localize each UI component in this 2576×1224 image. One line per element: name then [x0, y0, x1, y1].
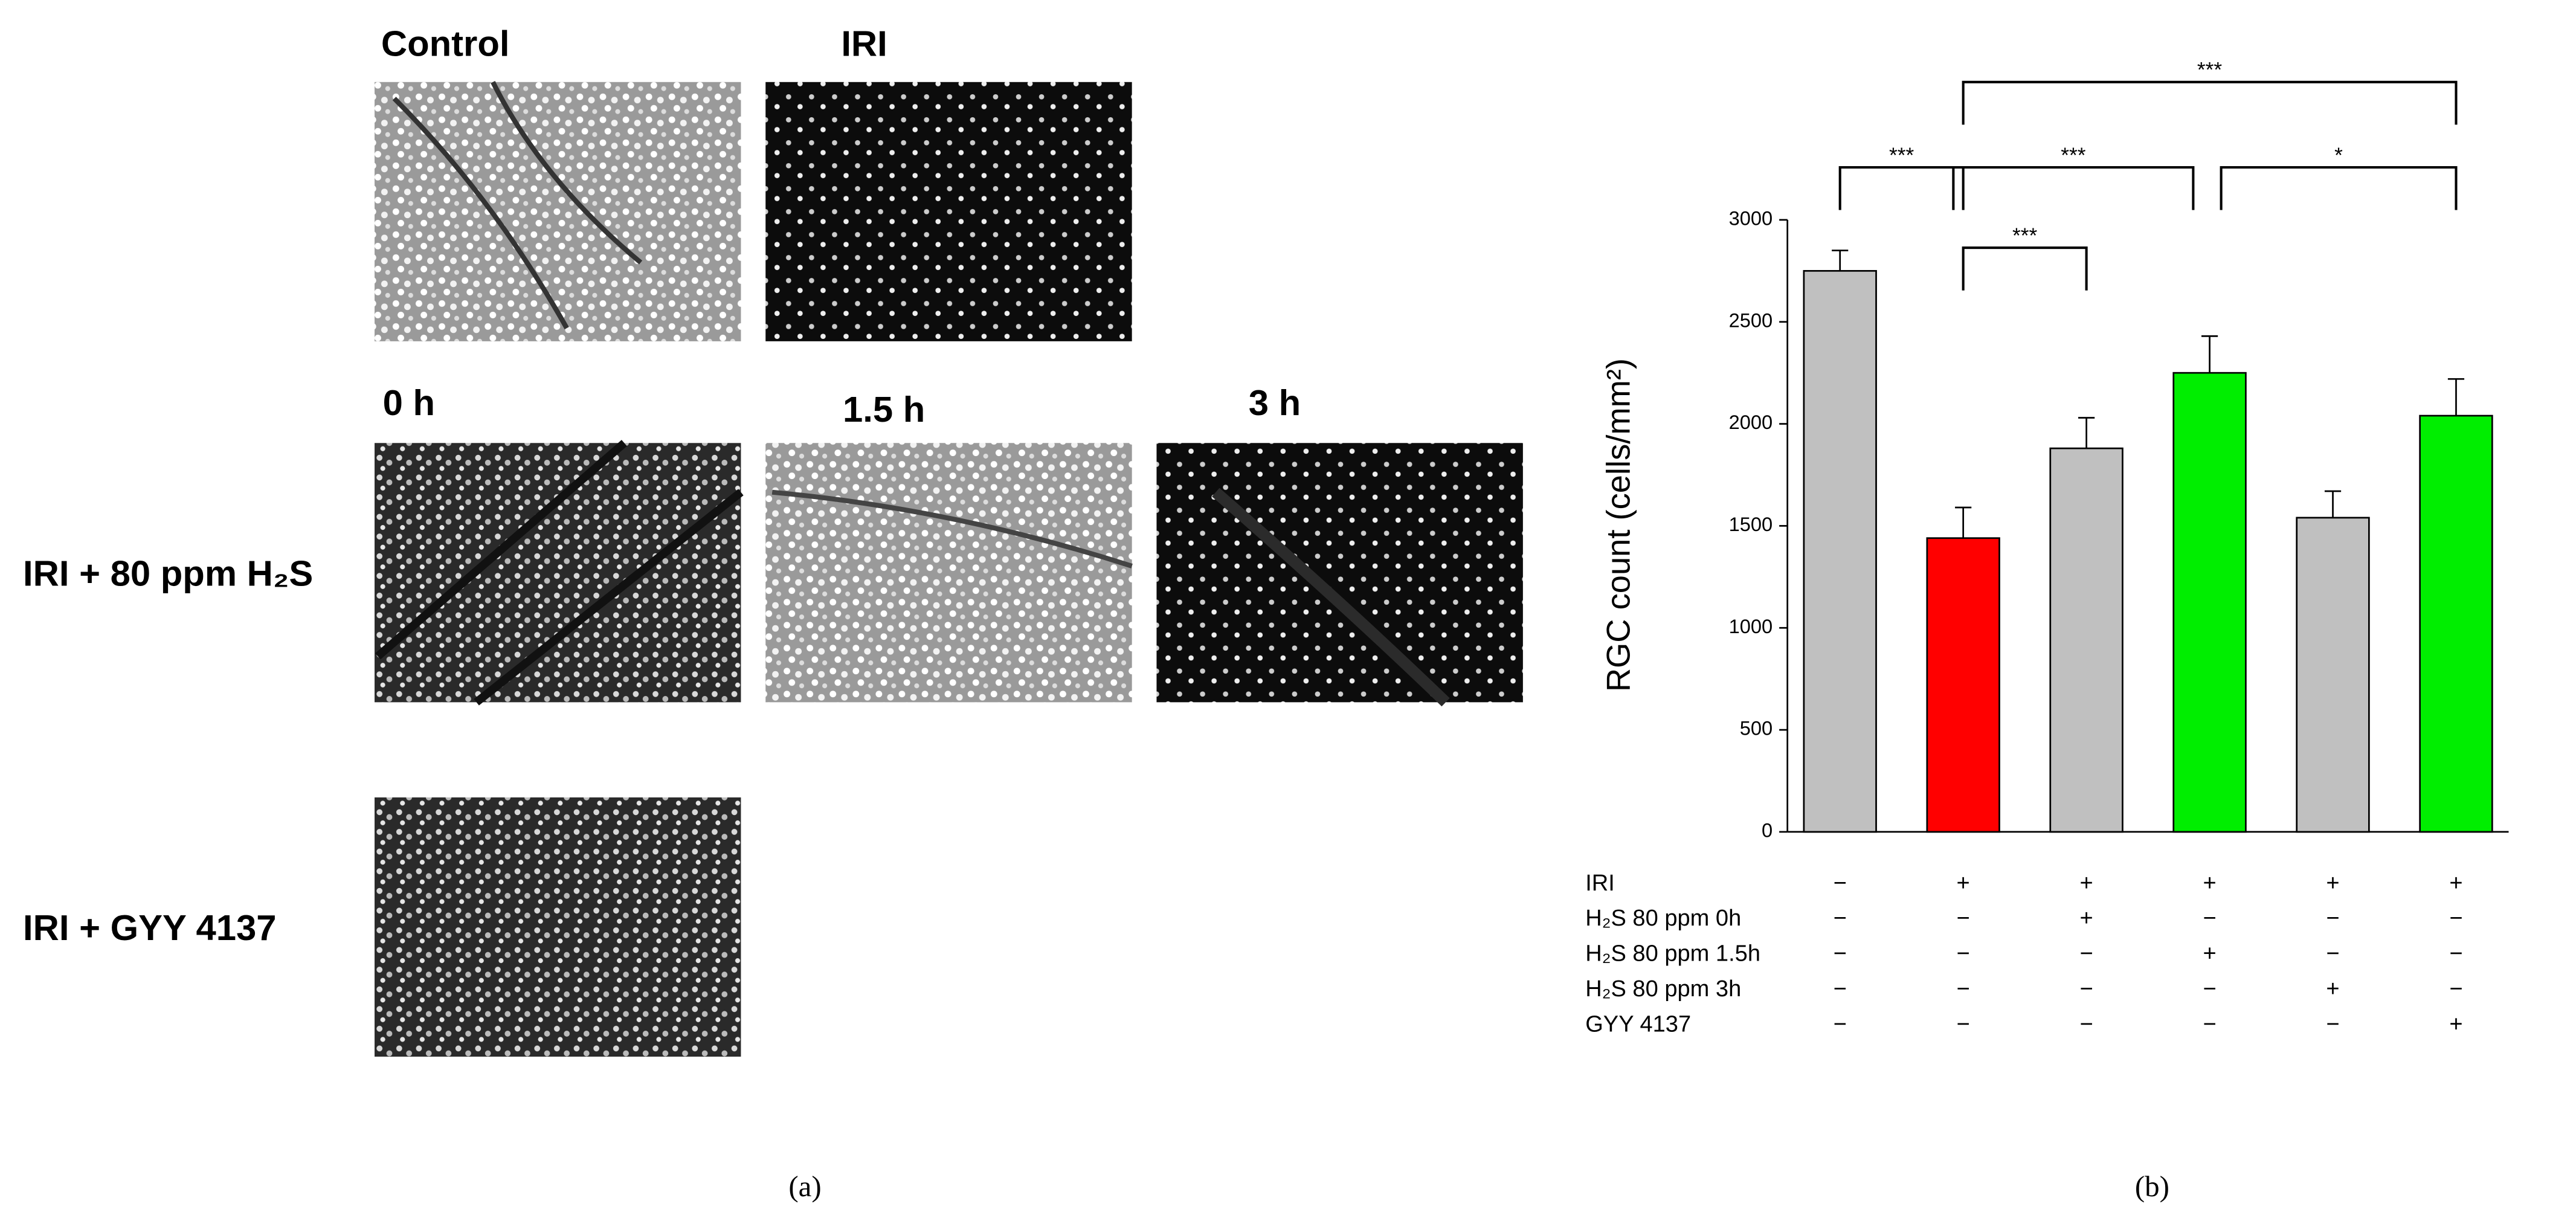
image-control [375, 82, 741, 341]
significance-bracket [1962, 80, 2458, 125]
image-1-5h [765, 443, 1132, 703]
column-label: Control [381, 23, 510, 63]
treatment-cell: − [2449, 976, 2462, 1002]
treatment-cell: − [2080, 1011, 2093, 1037]
column-label: 3 h [1249, 382, 1301, 423]
treatment-cell: − [2326, 1011, 2339, 1037]
treatment-cell: − [1957, 1011, 1970, 1037]
treatment-cell: − [2203, 1011, 2216, 1037]
treatment-cell: − [2449, 941, 2462, 967]
significance-label: *** [2061, 144, 2086, 167]
treatment-cell: − [2203, 906, 2216, 931]
vessel [1212, 488, 1450, 707]
treatment-cell: + [2203, 941, 2216, 967]
column-label: 1.5 h [843, 389, 925, 430]
treatment-cell: − [1834, 1011, 1847, 1037]
treatment-cell: − [1957, 941, 1970, 967]
caption: (a) [788, 1170, 821, 1203]
treatment-cell: + [2449, 871, 2462, 896]
treatment-cell: + [2080, 906, 2093, 931]
row-label: IRI + GYY 4137 [23, 907, 276, 948]
row-label: IRI + 80 ppm H₂S [23, 553, 313, 594]
image-0h [375, 443, 741, 703]
treatment-cell: + [1957, 871, 1970, 896]
treatment-label: IRI [1585, 871, 1615, 896]
treatment-cell: + [2449, 1011, 2462, 1037]
treatment-label: H₂S 80 ppm 0h [1585, 906, 1741, 931]
vessel [375, 440, 744, 706]
error-bar [2078, 417, 2095, 449]
error-bar [2447, 378, 2465, 416]
error-bar [1955, 506, 1972, 538]
treatment-cell: − [1834, 906, 1847, 931]
y-tick-label: 2000 [1729, 411, 1773, 433]
significance-label: *** [2012, 224, 2038, 248]
treatment-label: H₂S 80 ppm 3h [1585, 976, 1741, 1002]
image-gyy [375, 797, 741, 1057]
treatment-label: H₂S 80 ppm 1.5h [1585, 941, 1760, 967]
significance-label: *** [1889, 144, 1914, 167]
treatment-cell: − [2449, 906, 2462, 931]
column-label: IRI [841, 23, 887, 63]
y-tick-label: 3000 [1729, 207, 1773, 230]
bar [2172, 372, 2247, 833]
treatment-cell: + [2326, 976, 2339, 1002]
treatment-cell: + [2203, 871, 2216, 896]
significance-bracket [1962, 246, 2088, 291]
error-bar [1832, 250, 1849, 271]
treatment-cell: − [1834, 941, 1847, 967]
y-tick-label: 0 [1762, 819, 1773, 842]
y-tick-label: 2500 [1729, 309, 1773, 331]
significance-label: *** [2197, 59, 2223, 82]
column-label: 0 h [383, 382, 435, 423]
bar [2296, 517, 2370, 833]
significance-bracket [1952, 166, 2195, 210]
image-3h [1156, 443, 1523, 703]
treatment-label: GYY 4137 [1585, 1011, 1691, 1037]
error-bar [2201, 335, 2218, 373]
bar [1803, 269, 1877, 833]
bar [2049, 447, 2124, 833]
treatment-cell: − [1834, 871, 1847, 896]
significance-bracket [2220, 166, 2458, 210]
y-axis-label: RGC count (cells/mm²) [1600, 358, 1637, 692]
significance-bracket [1838, 166, 1965, 210]
significance-label: * [2334, 144, 2343, 167]
treatment-cell: − [2326, 906, 2339, 931]
error-bar [2324, 490, 2342, 518]
vessel [392, 80, 643, 330]
y-tick-label: 500 [1740, 717, 1773, 739]
treatment-cell: + [2080, 871, 2093, 896]
bar [2419, 414, 2493, 833]
bar [1926, 537, 2000, 833]
treatment-cell: − [1834, 976, 1847, 1002]
vessel [771, 489, 1133, 569]
y-tick-label: 1500 [1729, 513, 1773, 535]
treatment-cell: − [2326, 941, 2339, 967]
y-tick-label: 1000 [1729, 615, 1773, 637]
treatment-cell: − [2080, 941, 2093, 967]
treatment-cell: + [2326, 871, 2339, 896]
treatment-cell: − [2080, 976, 2093, 1002]
caption: (b) [2135, 1170, 2169, 1203]
treatment-cell: − [2203, 976, 2216, 1002]
treatment-cell: − [1957, 976, 1970, 1002]
image-iri [765, 82, 1132, 341]
treatment-cell: − [1957, 906, 1970, 931]
micrographs [375, 80, 1523, 1057]
